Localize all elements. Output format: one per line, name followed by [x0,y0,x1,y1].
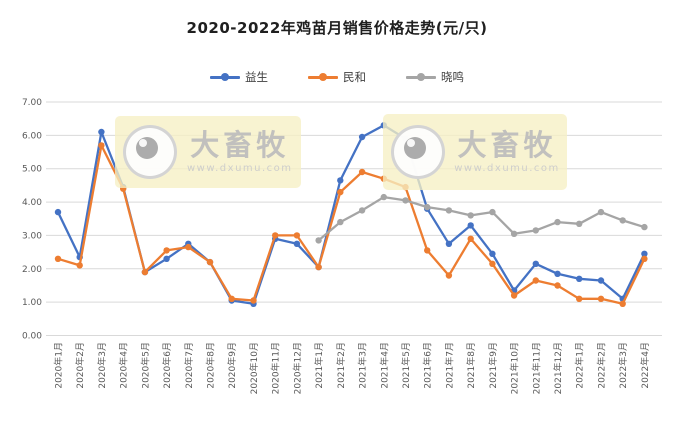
svg-text:2.00: 2.00 [22,265,42,275]
legend-item-1: 益生 [210,69,268,85]
legend-marker-icon [308,73,338,81]
svg-text:2022年4月: 2022年4月 [639,342,651,389]
svg-text:2020年4月: 2020年4月 [118,342,130,389]
svg-text:2022年2月: 2022年2月 [596,342,608,389]
watermark-eye-icon [123,125,177,179]
svg-text:2021年5月: 2021年5月 [400,342,412,389]
legend-label: 民和 [343,70,366,84]
watermark-url-text: www.dxumu.com [187,162,293,174]
legend-label: 益生 [245,70,268,84]
svg-text:2020年7月: 2020年7月 [183,342,195,389]
svg-text:2020年9月: 2020年9月 [226,342,238,389]
svg-text:2021年12月: 2021年12月 [552,342,564,394]
svg-text:2022年3月: 2022年3月 [617,342,629,389]
svg-text:2020年3月: 2020年3月 [96,342,108,389]
chart-title: 2020-2022年鸡苗月销售价格走势(元/只) [186,19,488,37]
svg-text:2021年8月: 2021年8月 [465,342,477,389]
svg-text:2020年11月: 2020年11月 [270,342,282,394]
svg-text:2020年6月: 2020年6月 [161,342,173,389]
svg-text:2021年11月: 2021年11月 [530,342,542,394]
svg-text:2021年9月: 2021年9月 [487,342,499,389]
watermark-eye-icon [391,125,445,179]
svg-text:2021年7月: 2021年7月 [443,342,455,389]
svg-text:2020年1月: 2020年1月 [53,342,65,389]
svg-text:5.00: 5.00 [22,165,42,175]
svg-text:2021年6月: 2021年6月 [422,342,434,389]
svg-text:2021年2月: 2021年2月 [335,342,347,389]
svg-text:2021年3月: 2021年3月 [357,342,369,389]
watermark-brand-text: 大畜牧 [457,128,557,163]
legend-marker-icon [210,73,240,81]
svg-text:2022年1月: 2022年1月 [574,342,586,389]
svg-text:2021年1月: 2021年1月 [313,342,325,389]
svg-text:2021年10月: 2021年10月 [509,342,521,394]
watermark-badge: 大畜牧 www.dxumu.com [383,114,567,190]
svg-text:7.00: 7.00 [22,98,42,108]
svg-text:6.00: 6.00 [22,131,42,141]
svg-text:2020年2月: 2020年2月 [74,342,86,389]
legend-label: 晓鸣 [441,70,464,84]
svg-text:2020年10月: 2020年10月 [248,342,260,394]
svg-text:0.00: 0.00 [22,332,42,342]
svg-text:1.00: 1.00 [22,298,42,308]
svg-text:3.00: 3.00 [22,231,42,241]
watermark-brand-text: 大畜牧 [190,128,290,163]
legend-item-3: 晓鸣 [406,69,464,85]
watermark-url-text: www.dxumu.com [454,162,560,174]
watermark-badge: 大畜牧 www.dxumu.com [115,116,301,188]
legend-marker-icon [406,73,436,81]
legend-item-2: 民和 [308,69,366,85]
svg-text:2021年4月: 2021年4月 [378,342,390,389]
chart-legend: 益生 民和 晓鸣 [0,69,674,85]
svg-text:2020年5月: 2020年5月 [139,342,151,389]
svg-text:2020年8月: 2020年8月 [205,342,217,389]
svg-text:4.00: 4.00 [22,198,42,208]
svg-text:2020年12月: 2020年12月 [291,342,303,394]
